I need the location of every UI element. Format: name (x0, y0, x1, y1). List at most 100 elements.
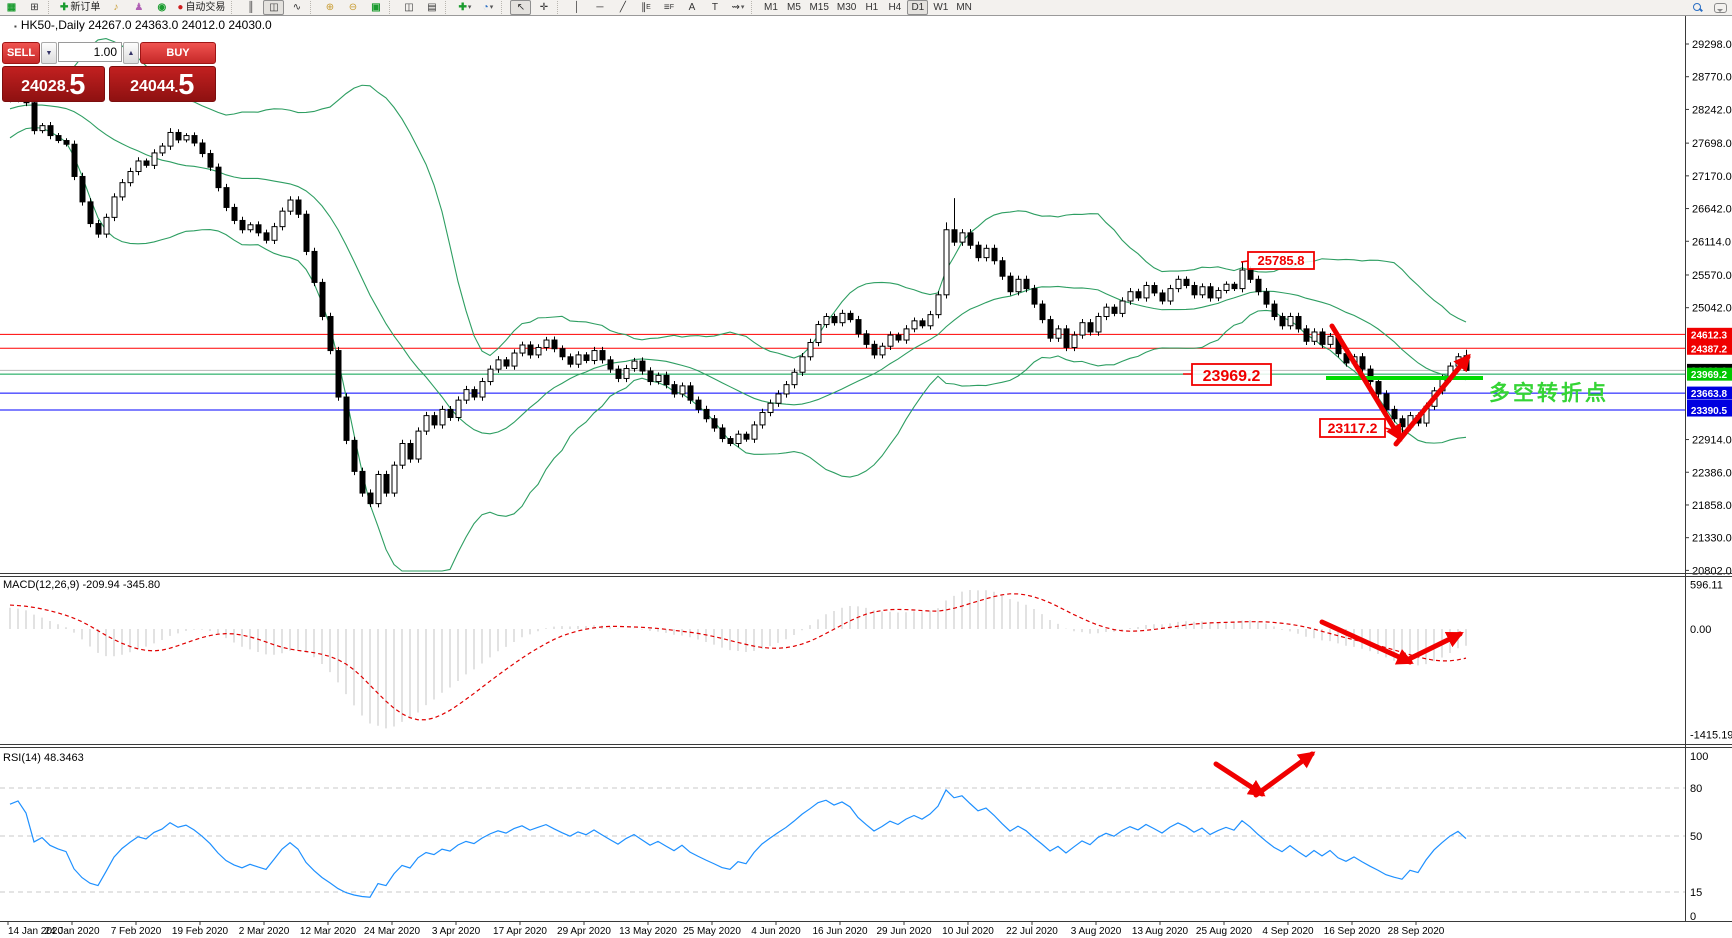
dropdown-arrow-icon: ▾ (740, 3, 745, 11)
one-click-trading-panel: SELL ▼ 1.00 ▲ BUY 24028. 5 24044. 5 (2, 42, 216, 102)
price-callout-23969-2[interactable]: 23969.2 (1183, 363, 1272, 386)
svg-text:29 Apr 2020: 29 Apr 2020 (557, 926, 611, 937)
price-callout-23117-2[interactable]: 23117.2 (1319, 418, 1397, 438)
volume-up-button[interactable]: ▲ (123, 42, 139, 64)
price-callout-25785-8[interactable]: 25785.8 (1240, 251, 1315, 270)
candlestick-chart-icon: ◫ (269, 1, 279, 13)
svg-text:15: 15 (1690, 887, 1702, 899)
svg-text:80: 80 (1690, 783, 1702, 795)
channel-button[interactable]: ∥ E (641, 1, 651, 13)
vertical-line-button[interactable]: │ (566, 0, 587, 15)
dropdown-arrow-icon: ▾ (489, 3, 494, 11)
svg-text:25 May 2020: 25 May 2020 (683, 926, 741, 937)
new-chart-button[interactable]: ▦ (1, 0, 22, 15)
panel-separator-rsi[interactable] (0, 744, 1732, 748)
svg-text:16 Jun 2020: 16 Jun 2020 (812, 926, 867, 937)
chart-shift-button[interactable]: ▤ (421, 0, 442, 15)
zoom-out-button[interactable]: ⊖ (342, 0, 363, 15)
timeframe-m15-button[interactable]: M15 (809, 1, 829, 13)
buy-button[interactable]: BUY (140, 42, 216, 64)
timeframe-h1-button[interactable]: H1 (865, 1, 879, 13)
cursor-icon: ↖ (516, 1, 526, 13)
rsi-line (9, 788, 1467, 898)
price-axis: 29298.0 28770.0 28242.0 27698.0 27170.0 26642… (1685, 39, 1732, 923)
svg-text:多空转折点: 多空转折点 (1489, 381, 1609, 405)
trendline-button[interactable]: ╱ (612, 0, 633, 15)
chat-icon (1714, 2, 1727, 13)
autotrading-button[interactable]: ● 自动交易 (174, 0, 228, 15)
svg-text:2 Mar 2020: 2 Mar 2020 (239, 926, 290, 937)
sell-price[interactable]: 24028. 5 (2, 66, 105, 102)
crosshair-icon: ✛ (539, 1, 549, 13)
new-chart-icon: ▦ (6, 1, 17, 13)
profiles-button[interactable]: ⊞ (24, 0, 45, 15)
svg-text:29298.0: 29298.0 (1692, 39, 1732, 51)
macd-signal-line (9, 593, 1467, 721)
text-label-button[interactable]: T (704, 0, 725, 15)
new-order-label: 新订单 (70, 1, 101, 13)
timeframe-w1-button[interactable]: W1 (933, 1, 949, 13)
svg-text:28770.0: 28770.0 (1692, 72, 1732, 84)
timeframe-m5-button[interactable]: M5 (786, 1, 801, 13)
fibonacci-button[interactable]: ≡ F (663, 1, 674, 13)
community-button[interactable]: ♟ (128, 0, 149, 15)
tile-windows-button[interactable]: ▣ (365, 0, 386, 15)
timeframe-h4-button[interactable]: H4 (888, 1, 902, 13)
buy-price[interactable]: 24044. 5 (108, 66, 216, 102)
sound-button[interactable]: ♪ (105, 0, 126, 15)
timeframe-m1-button[interactable]: M1 (763, 1, 778, 13)
svg-text:100: 100 (1690, 751, 1708, 763)
bar-chart-button[interactable]: ║ (240, 0, 261, 15)
svg-text:23117.2: 23117.2 (1328, 420, 1378, 436)
vertical-line-icon: │ (573, 1, 581, 13)
trend-arrows[interactable] (1213, 323, 1471, 798)
timeframe-mn-button[interactable]: MN (956, 1, 972, 13)
svg-text:596.11: 596.11 (1690, 580, 1723, 592)
new-order-button[interactable]: ✚ 新订单 (57, 0, 103, 15)
svg-text:22386.0: 22386.0 (1692, 467, 1732, 479)
toolbar: ▦ ⊞ ✚ 新订单 ♪ ♟ ◉ ● 自动交易 ║ ◫ ∿ ⊕ ⊖ ▣ ◫ ▤ ✚… (0, 0, 1732, 16)
svg-text:21330.0: 21330.0 (1692, 533, 1732, 545)
volume-input[interactable]: 1.00 (58, 42, 122, 62)
auto-scroll-button[interactable]: ◫ (398, 0, 419, 15)
horizontal-line-button[interactable]: ─ (589, 0, 610, 15)
zoom-in-button[interactable]: ⊕ (319, 0, 340, 15)
timeframe-d1-button[interactable]: D1 (907, 0, 929, 15)
rsi-levels (0, 787, 1685, 893)
signals-button[interactable]: ◉ (151, 0, 172, 15)
svg-text:24387.2: 24387.2 (1691, 344, 1728, 355)
chat-button[interactable] (1710, 0, 1731, 15)
svg-text:21858.0: 21858.0 (1692, 500, 1732, 512)
svg-text:4 Jun 2020: 4 Jun 2020 (751, 926, 801, 937)
indicators-button[interactable]: ✚ ▾ (454, 0, 475, 15)
arrows-icon: ⇝ (731, 1, 740, 13)
timeframe-m30-button[interactable]: M30 (836, 1, 857, 13)
svg-text:7 Feb 2020: 7 Feb 2020 (111, 926, 162, 937)
volume-down-button[interactable]: ▼ (41, 42, 57, 64)
zoom-in-icon: ⊕ (325, 1, 335, 13)
svg-text:26114.0: 26114.0 (1692, 236, 1731, 248)
svg-text:24612.3: 24612.3 (1691, 330, 1728, 341)
svg-text:16 Sep 2020: 16 Sep 2020 (1324, 926, 1381, 937)
macd-indicator-label: MACD(12,26,9) -209.94 -345.80 (3, 579, 161, 591)
toolbar-separator (48, 1, 54, 14)
sell-price-pips: 5 (69, 69, 86, 101)
cn-annotation[interactable]: 多空转折点 (1489, 381, 1609, 405)
line-chart-button[interactable]: ∿ (286, 0, 307, 15)
arrows-button[interactable]: ⇝ ▾ (727, 0, 748, 15)
periods-button[interactable]: ◔ ▾ (477, 0, 498, 15)
buy-price-main: 24044 (130, 78, 175, 95)
search-button[interactable] (1687, 0, 1708, 15)
sell-price-main: 24028 (21, 78, 66, 95)
sell-button[interactable]: SELL (2, 42, 40, 64)
svg-text:10 Jul 2020: 10 Jul 2020 (942, 926, 994, 937)
candlestick-chart-button[interactable]: ◫ (263, 0, 285, 15)
panel-separator-macd[interactable] (0, 573, 1732, 577)
bollinger-bands (9, 38, 1467, 572)
text-button[interactable]: A (681, 0, 702, 15)
crosshair-button[interactable]: ✛ (533, 0, 554, 15)
horizontal-price-lines[interactable] (0, 333, 1685, 411)
cursor-button[interactable]: ↖ (510, 0, 532, 15)
